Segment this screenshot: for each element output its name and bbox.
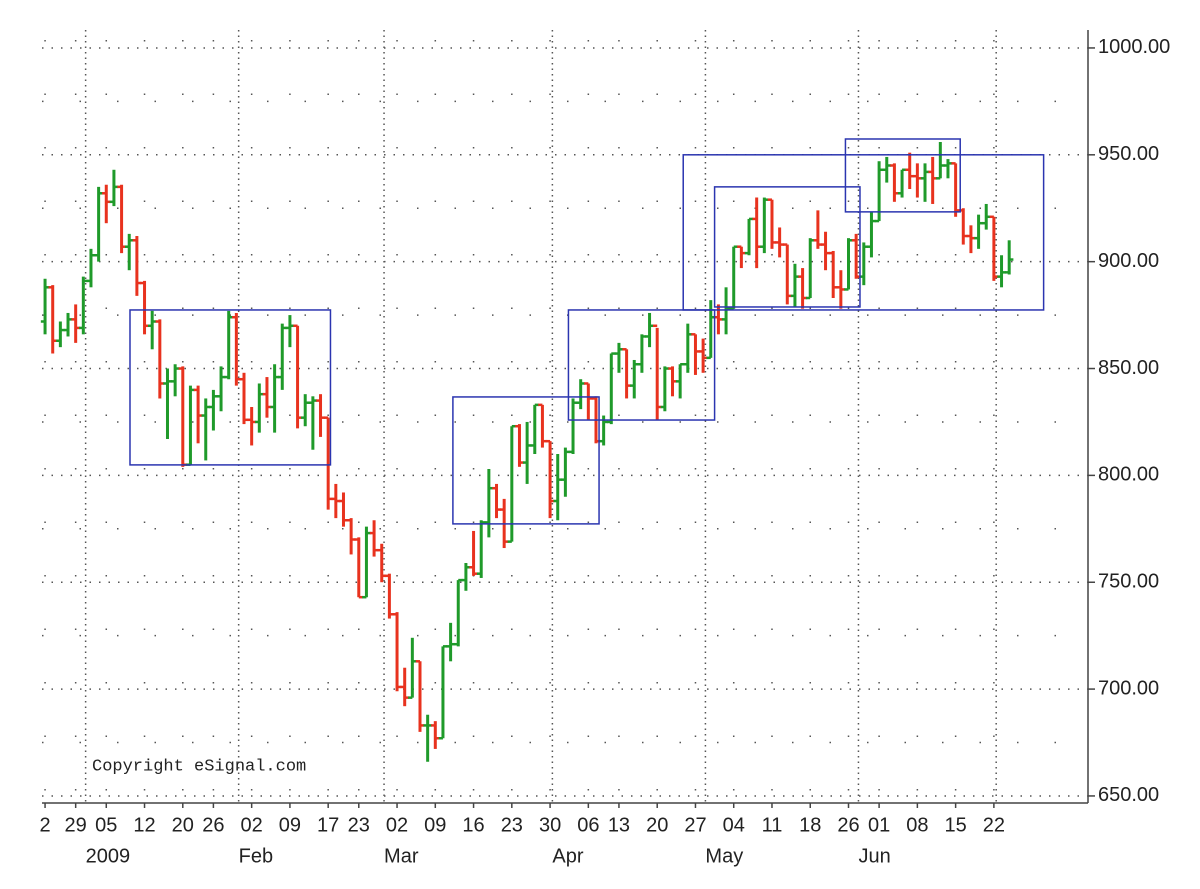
x-tick-label: 26	[202, 814, 224, 836]
x-tick-label: 20	[172, 814, 194, 836]
x-tick-label: 26	[837, 814, 859, 836]
x-tick-label: 30	[539, 814, 561, 836]
x-tick-label: 09	[279, 814, 301, 836]
y-tick-label: 650.00	[1098, 784, 1159, 806]
x-tick-label: 29	[65, 814, 87, 836]
month-label: Mar	[384, 845, 419, 867]
price-box	[682, 154, 1045, 311]
x-tick-label: 22	[983, 814, 1005, 836]
month-label: 2009	[86, 845, 131, 867]
x-tick-label: 05	[95, 814, 117, 836]
x-tick-label: 11	[762, 814, 783, 836]
x-tick-label: 12	[133, 814, 155, 836]
x-tick-label: 02	[386, 814, 408, 836]
y-tick-label: 700.00	[1098, 677, 1159, 699]
x-tick-label: 16	[462, 814, 484, 836]
copyright-annotation: Copyright eSignal.com	[92, 757, 306, 776]
y-tick-label: 800.00	[1098, 464, 1159, 486]
x-tick-label: 2	[39, 814, 50, 836]
x-tick-label: 18	[799, 814, 821, 836]
month-label: May	[705, 845, 743, 867]
x-tick-label: 23	[348, 814, 370, 836]
x-tick-label: 02	[241, 814, 263, 836]
x-tick-label: 20	[646, 814, 668, 836]
y-tick-label: 1000.00	[1098, 36, 1170, 58]
x-tick-label: 23	[501, 814, 523, 836]
x-tick-label: 27	[684, 814, 706, 836]
x-tick-label: 17	[317, 814, 339, 836]
x-tick-label: 01	[868, 814, 890, 836]
x-tick-label: 04	[723, 814, 745, 836]
x-tick-label: 08	[906, 814, 928, 836]
price-box	[129, 309, 332, 466]
y-tick-label: 750.00	[1098, 571, 1159, 593]
y-tick-label: 950.00	[1098, 143, 1159, 165]
x-tick-label: 06	[577, 814, 599, 836]
price-box	[713, 186, 861, 308]
y-tick-label: 850.00	[1098, 357, 1159, 379]
x-tick-label: 09	[424, 814, 446, 836]
x-tick-label: 13	[608, 814, 630, 836]
month-label: Jun	[858, 845, 890, 867]
month-label: Feb	[239, 845, 273, 867]
price-box	[452, 396, 600, 525]
price-box	[844, 138, 961, 213]
x-tick-label: 15	[944, 814, 966, 836]
price-box	[567, 309, 716, 421]
month-label: Apr	[552, 845, 583, 867]
y-tick-label: 900.00	[1098, 250, 1159, 272]
